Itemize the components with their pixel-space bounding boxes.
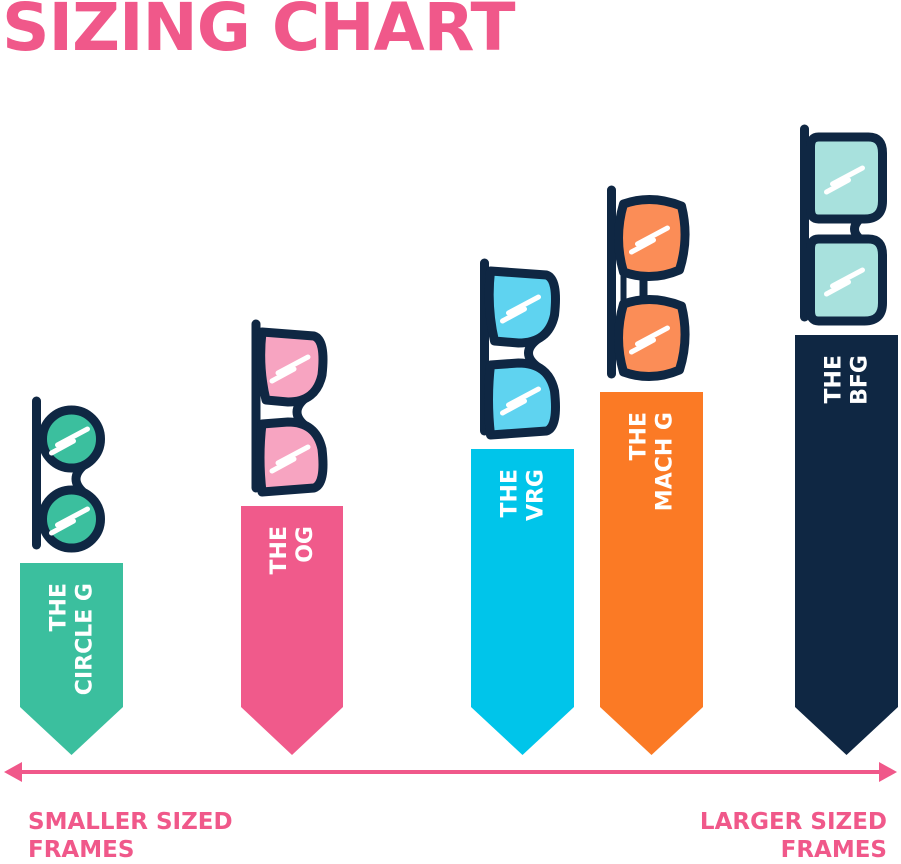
bar-label-line-1: THE [822, 355, 847, 403]
bar-label-line-1: THE [498, 469, 523, 517]
bar-4 [600, 392, 703, 755]
lens-shine [500, 294, 541, 324]
square-sunglasses-icon [800, 124, 887, 326]
lens-shine [629, 225, 670, 255]
bar-label-line-1: THE [267, 526, 292, 574]
round-sunglasses-icon [32, 396, 105, 553]
bar-1 [20, 563, 123, 755]
bar-group-4: THE MACH G [600, 185, 703, 755]
lens-shine [49, 506, 90, 536]
bar-label-2: THE OG [267, 526, 318, 574]
larger-frames-label-line-1: LARGER SIZED [699, 809, 887, 835]
bar-label-line-2: OG [293, 526, 318, 563]
bar-label-line-2: VRG [524, 469, 549, 521]
bar-label-1: THE CIRCLE G [47, 583, 98, 695]
lens-shine [629, 325, 670, 355]
bar-group-3: THE VRG [471, 258, 574, 755]
arrow-left-icon [4, 762, 22, 782]
wayfarer-sunglasses-icon [251, 319, 328, 497]
bar-label-line-2: BFG [848, 355, 873, 405]
bar-label-5: THE BFG [822, 355, 873, 405]
lens-shine [269, 354, 311, 384]
arrow-right-icon [879, 762, 897, 782]
lens-shine [824, 267, 865, 297]
smaller-frames-label-line-2: FRAMES [28, 837, 135, 863]
lens-shine [269, 444, 311, 474]
bar-label-line-1: THE [627, 412, 652, 460]
bar-label-line-2: MACH G [653, 412, 678, 511]
lens-shine [49, 426, 90, 456]
bar-group-2: THE OG [241, 319, 343, 755]
smaller-frames-label-line-1: SMALLER SIZED [28, 809, 233, 835]
lens-shine [500, 386, 541, 416]
bar-label-line-2: CIRCLE G [73, 583, 98, 695]
bar-label-line-1: THE [47, 583, 72, 631]
bar-label-3: THE VRG [498, 469, 549, 521]
lens-shine [824, 165, 865, 195]
page-title: SIZING CHART [2, 0, 516, 66]
aviator-sunglasses-icon [607, 185, 690, 381]
bar-group-5: THE BFG [795, 124, 898, 755]
wayfarer-sunglasses-icon [480, 258, 560, 440]
bar-2 [241, 506, 343, 755]
larger-frames-label: LARGER SIZED FRAMES [700, 808, 887, 864]
bar-group-1: THE CIRCLE G [20, 396, 123, 755]
bar-5 [795, 335, 898, 755]
larger-frames-label-line-2: FRAMES [780, 837, 887, 863]
bar-label-4: THE MACH G [627, 412, 678, 511]
bar-3 [471, 449, 574, 755]
smaller-frames-label: SMALLER SIZED FRAMES [28, 808, 233, 864]
